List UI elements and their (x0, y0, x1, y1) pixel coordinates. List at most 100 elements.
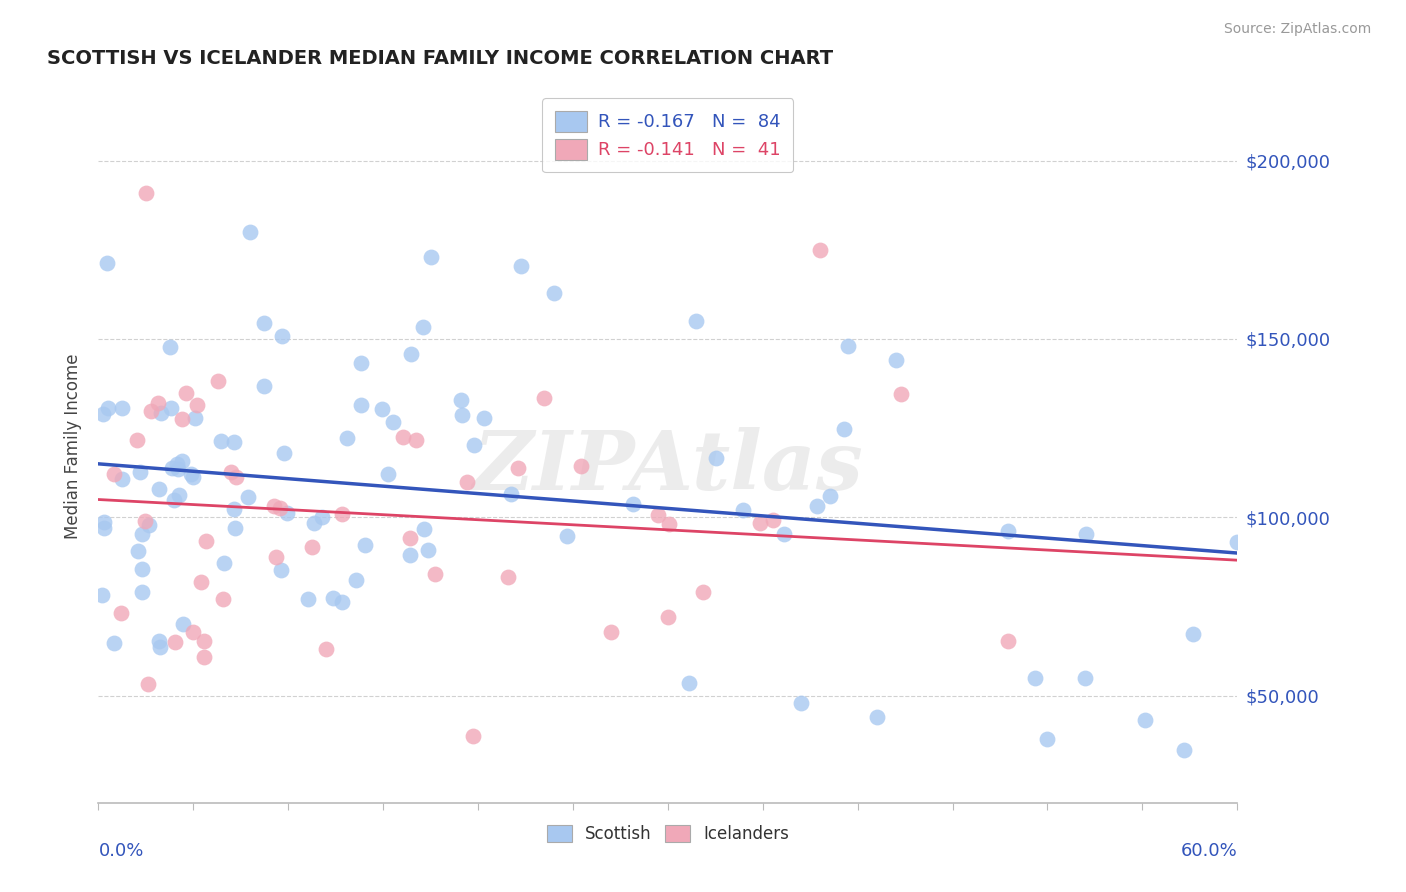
Point (190, 575, 212, 590)
Point (138, 517, 160, 532)
Point (1226, 534, 1249, 549)
Point (509, 259, 531, 273)
Point (731, 503, 754, 517)
Point (225, 470, 247, 484)
Point (678, 675, 700, 690)
Point (600, 624, 623, 639)
Point (111, 401, 134, 415)
Point (93, 515, 115, 529)
Point (322, 591, 344, 605)
Point (297, 591, 319, 606)
Point (405, 433, 427, 447)
Point (211, 592, 233, 607)
Text: 0.0%: 0.0% (98, 842, 143, 860)
Point (496, 570, 519, 584)
Point (103, 467, 125, 481)
Point (806, 499, 828, 513)
Point (159, 340, 181, 354)
Point (270, 329, 292, 343)
Point (463, 438, 485, 452)
Point (399, 548, 422, 562)
Point (450, 392, 472, 407)
Point (997, 633, 1019, 648)
Point (111, 472, 134, 486)
Point (1173, 742, 1195, 756)
Point (418, 542, 440, 557)
Text: Source: ZipAtlas.com: Source: ZipAtlas.com (1223, 22, 1371, 37)
Point (209, 434, 232, 449)
Point (569, 459, 592, 474)
Point (131, 526, 153, 541)
Point (704, 451, 727, 466)
Point (837, 339, 859, 353)
Point (647, 508, 669, 523)
Point (354, 538, 377, 552)
Point (135, 186, 157, 200)
Point (1024, 671, 1046, 685)
Point (413, 523, 436, 537)
Point (371, 402, 394, 417)
Point (1133, 713, 1156, 727)
Point (330, 507, 353, 521)
Point (148, 482, 170, 496)
Point (131, 585, 153, 599)
Point (350, 356, 373, 370)
Point (253, 316, 276, 330)
Point (392, 430, 415, 444)
Point (302, 516, 325, 530)
Point (621, 497, 644, 511)
Point (332, 595, 354, 609)
Point (382, 415, 405, 429)
Point (172, 617, 194, 632)
Point (163, 493, 186, 508)
Point (110, 606, 132, 620)
Point (166, 462, 188, 476)
Point (890, 387, 912, 401)
Point (125, 433, 148, 447)
Y-axis label: Median Family Income: Median Family Income (65, 353, 83, 539)
Point (162, 460, 184, 475)
Point (773, 527, 796, 541)
Point (167, 488, 190, 502)
Point (166, 457, 188, 471)
Point (543, 285, 565, 300)
Point (91, 588, 114, 602)
Point (150, 406, 173, 420)
Point (451, 408, 474, 422)
Point (315, 642, 337, 657)
Point (657, 610, 679, 624)
Text: SCOTTISH VS ICELANDER MEDIAN FAMILY INCOME CORRELATION CHART: SCOTTISH VS ICELANDER MEDIAN FAMILY INCO… (48, 49, 834, 68)
Point (172, 411, 194, 425)
Point (692, 585, 714, 599)
Point (1074, 671, 1097, 685)
Point (685, 314, 707, 328)
Point (350, 398, 373, 412)
Point (533, 392, 555, 406)
Point (253, 378, 276, 392)
Point (159, 401, 181, 415)
Point (221, 465, 243, 479)
Point (138, 677, 160, 691)
Point (146, 395, 169, 409)
Point (866, 710, 889, 724)
Point (224, 501, 246, 516)
Point (555, 529, 578, 543)
Point (186, 398, 208, 412)
Point (93, 521, 115, 535)
Point (131, 562, 153, 576)
Point (165, 635, 187, 649)
Point (91, 407, 114, 421)
Point (193, 634, 215, 648)
Point (884, 353, 907, 368)
Point (184, 410, 207, 425)
Text: ZIPAtlas: ZIPAtlas (472, 427, 863, 508)
Point (269, 500, 291, 515)
Point (222, 434, 245, 449)
Point (412, 319, 434, 334)
Point (419, 250, 441, 264)
Point (423, 566, 446, 581)
Point (762, 513, 785, 527)
Point (97, 401, 120, 415)
Point (1076, 527, 1098, 541)
Point (997, 524, 1019, 538)
